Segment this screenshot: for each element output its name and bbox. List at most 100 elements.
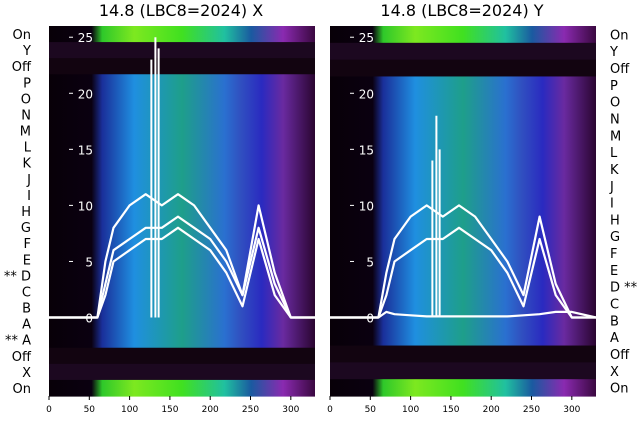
heatmap-row: [49, 348, 315, 365]
row-label: Off: [12, 350, 32, 365]
row-label: G: [610, 230, 620, 245]
row-label: A: [610, 331, 619, 346]
y-tick-label: 15: [359, 143, 374, 157]
panel-x: 14.8 (LBC8=2024) X OnYOffPONMLKJIHGFE** …: [4, 1, 315, 415]
x-tick-label: 250: [242, 405, 259, 415]
row-label: On: [13, 382, 31, 397]
row-label: E: [23, 253, 31, 268]
row-label: ** D: [4, 269, 31, 284]
row-label: B: [610, 314, 619, 329]
row-label: M: [20, 125, 31, 140]
heatmap-row: [49, 235, 315, 252]
row-label: N: [610, 113, 620, 128]
heatmap-row: [330, 362, 596, 379]
row-label: P: [23, 76, 31, 91]
row-label: B: [22, 302, 31, 317]
row-label: E: [610, 264, 618, 279]
row-label: Off: [610, 62, 630, 77]
row-label: A: [22, 318, 31, 333]
heatmap-row: [330, 346, 596, 363]
row-label: Y: [22, 44, 31, 59]
x-tick-label: 50: [84, 405, 96, 415]
row-label: On: [13, 28, 31, 43]
row-label: X: [22, 366, 31, 381]
row-label: H: [610, 213, 620, 228]
y-tick-label: 25: [359, 31, 374, 45]
row-label: H: [21, 205, 31, 220]
row-label: Y: [609, 45, 618, 60]
heatmap-row: [330, 211, 596, 228]
heatmap-row: [330, 110, 596, 127]
y-tick-label: 10: [359, 199, 374, 213]
heatmap-row: [330, 127, 596, 144]
chart-title: 14.8 (LBC8=2024) X: [99, 1, 263, 20]
x-tick-label: 0: [327, 405, 333, 415]
row-label: D **: [610, 281, 638, 296]
heatmap-row: [330, 161, 596, 178]
row-label: P: [610, 79, 618, 94]
x-tick-label: 100: [402, 405, 419, 415]
row-label: L: [610, 146, 618, 161]
row-label: X: [610, 365, 619, 380]
x-tick-label: 150: [161, 405, 178, 415]
x-axis: 0 50 100 150 200 250 300: [46, 396, 300, 415]
y-tick-label: 20: [78, 87, 93, 101]
y-tick-label: 10: [78, 199, 93, 213]
heatmap-row: [49, 106, 315, 123]
row-label: K: [22, 157, 31, 172]
x-tick-label: 300: [282, 405, 299, 415]
y-tick-label: 15: [78, 143, 93, 157]
row-label: On: [610, 28, 628, 43]
heatmap-row: [330, 379, 596, 396]
heatmap-row: [49, 219, 315, 236]
heatmap-row: [330, 60, 596, 77]
heatmap-row: [49, 171, 315, 188]
row-labels: OnYOffPONMLKJIHGFED **CBAOffXOn: [609, 28, 638, 396]
heatmap-row: [330, 177, 596, 194]
row-label: Off: [12, 60, 32, 75]
x-tick-label: 100: [121, 405, 138, 415]
heatmap-row: [49, 123, 315, 140]
x-tick-label: 300: [563, 405, 580, 415]
row-label: L: [24, 141, 32, 156]
y-tick-label: 20: [359, 87, 374, 101]
x-tick-label: 200: [202, 405, 219, 415]
row-label: On: [610, 382, 628, 397]
row-label: O: [21, 92, 31, 107]
y-tick-label: 5: [85, 255, 93, 269]
row-label: I: [27, 189, 31, 204]
row-label: I: [610, 197, 614, 212]
row-label: C: [22, 285, 31, 300]
x-tick-label: 0: [46, 405, 52, 415]
heatmap-row: [330, 43, 596, 60]
heatmap-row: [49, 332, 315, 349]
row-label: K: [610, 163, 619, 178]
x-tick-label: 200: [483, 405, 500, 415]
heatmap-row: [49, 364, 315, 381]
row-label: ** A: [5, 334, 31, 349]
heatmap-row: [330, 295, 596, 312]
heatmap-row: [330, 329, 596, 346]
row-label: G: [21, 221, 31, 236]
row-label: J: [609, 180, 614, 195]
x-tick-label: 150: [442, 405, 459, 415]
x-tick-label: 50: [365, 405, 377, 415]
x-axis: 0 50 100 150 200 250 300: [327, 396, 581, 415]
heatmap-row: [49, 380, 315, 397]
plot-area: 0510152025: [330, 26, 596, 397]
row-label: C: [610, 298, 619, 313]
row-label: N: [21, 108, 31, 123]
row-label: J: [26, 173, 31, 188]
chart-title: 14.8 (LBC8=2024) Y: [380, 1, 543, 20]
row-label: Off: [610, 348, 630, 363]
row-label: O: [610, 96, 620, 111]
heatmap-row: [49, 58, 315, 75]
y-tick-label: 5: [366, 255, 374, 269]
y-tick-label: 25: [78, 31, 93, 45]
row-label: F: [24, 237, 31, 252]
row-label: M: [610, 129, 621, 144]
